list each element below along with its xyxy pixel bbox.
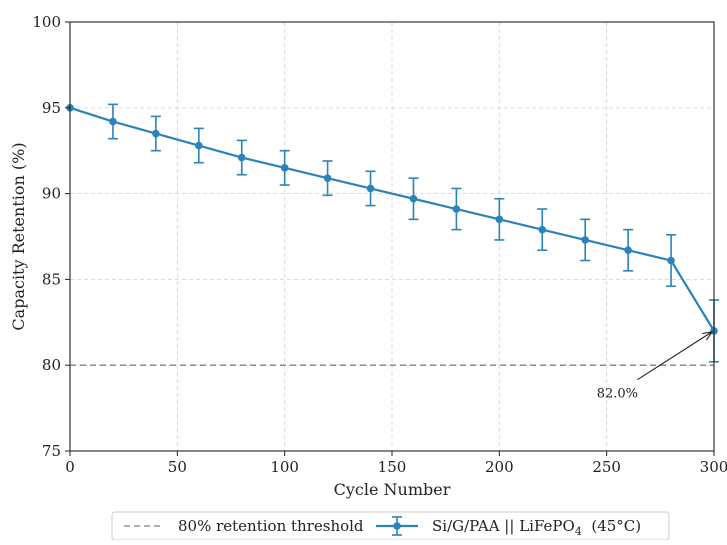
data-point	[109, 117, 117, 126]
y-tick-label: 100	[32, 13, 61, 31]
y-tick-label: 85	[42, 270, 61, 288]
x-tick-label: 0	[65, 458, 75, 476]
data-point	[152, 129, 160, 138]
data-point	[667, 256, 675, 265]
y-tick-label: 90	[42, 185, 61, 203]
x-tick-label: 100	[270, 458, 299, 476]
annotation-group: 82.0%	[597, 331, 714, 402]
series-group	[66, 103, 719, 363]
y-axis-title: Capacity Retention (%)	[9, 142, 28, 330]
legend: 80% retention threshold Si/G/PAA || LiFeP…	[111, 511, 670, 541]
x-axis-title: Cycle Number	[334, 480, 451, 499]
axes: 0 50 100 150 200 250 300 75 80 85 90 95 100 Cycle Num…	[9, 13, 727, 499]
y-tick-label: 95	[42, 99, 61, 117]
data-point	[495, 215, 504, 224]
legend-series-label: Si/G/PAA || LiFePO4 (45°C)	[432, 517, 641, 538]
x-tick-label: 50	[168, 458, 187, 476]
x-tick-label: 150	[378, 458, 407, 476]
y-tick-label: 75	[42, 442, 61, 460]
x-tick-label: 300	[700, 458, 727, 476]
data-point	[237, 153, 246, 162]
data-point	[280, 164, 289, 172]
data-point	[195, 141, 203, 150]
annotation-label: 82.0%	[597, 387, 638, 402]
data-point	[581, 236, 589, 244]
x-tick-label: 200	[485, 458, 514, 476]
data-point	[366, 184, 375, 193]
legend-threshold-label: 80% retention threshold	[178, 517, 364, 535]
annotation-arrowhead	[702, 331, 714, 341]
data-point	[624, 246, 632, 255]
y-tick-label: 80	[42, 356, 61, 374]
legend-series-swatch-marker	[393, 522, 401, 530]
x-tick-label: 250	[592, 458, 621, 476]
legend-series-label-main: Si/G/PAA || LiFePO	[432, 517, 575, 535]
legend-series-label-subscript: 4	[575, 525, 582, 538]
data-point	[323, 174, 332, 182]
legend-series-label-temp: (45°C)	[582, 517, 641, 535]
annotation-arrow	[637, 331, 713, 381]
data-point	[409, 194, 418, 203]
series-line	[69, 106, 715, 332]
data-point	[452, 205, 461, 213]
data-point	[538, 225, 547, 234]
